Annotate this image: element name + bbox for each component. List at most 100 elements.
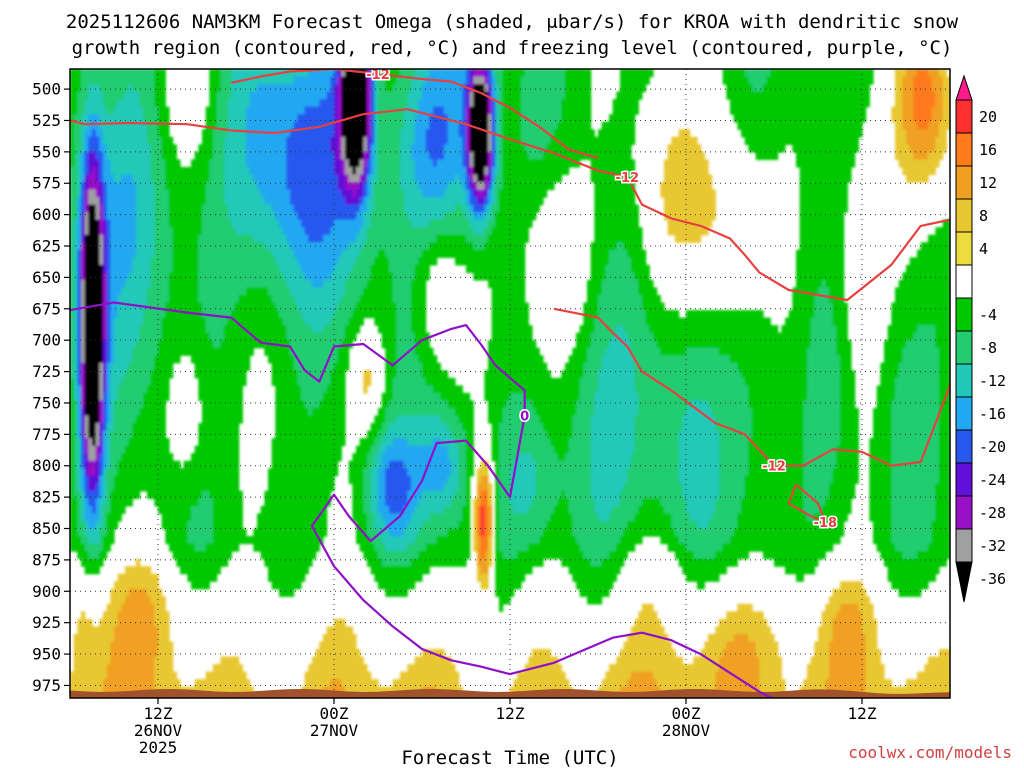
omega-cell (231, 355, 236, 364)
omega-cell (128, 603, 133, 612)
omega-cell (341, 84, 346, 93)
omega-cell (337, 325, 342, 334)
omega-cell (286, 528, 291, 537)
omega-cell (326, 407, 331, 417)
omega-cell (88, 91, 93, 100)
omega-cell (253, 76, 258, 85)
omega-cell (198, 490, 203, 499)
omega-cell (77, 370, 82, 379)
omega-cell (169, 181, 174, 191)
omega-cell (106, 144, 111, 153)
omega-cell (326, 151, 331, 160)
omega-cell (238, 99, 243, 108)
omega-cell (323, 144, 328, 153)
omega-cell (290, 189, 295, 198)
omega-cell (268, 234, 273, 243)
omega-cell (209, 355, 214, 364)
omega-cell (286, 505, 291, 515)
omega-cell (172, 483, 177, 492)
omega-cell (330, 189, 335, 198)
omega-cell (77, 242, 82, 251)
omega-cell (334, 392, 339, 402)
omega-cell (326, 340, 331, 349)
omega-cell (293, 144, 298, 153)
omega-cell (301, 520, 306, 530)
omega-cell (198, 294, 203, 304)
omega-cell (308, 227, 313, 236)
omega-cell (323, 174, 328, 183)
omega-cell (194, 151, 199, 160)
omega-cell (205, 400, 210, 409)
omega-cell (88, 347, 93, 356)
omega-cell (154, 99, 159, 108)
omega-cell (125, 370, 130, 379)
omega-cell (312, 536, 317, 545)
omega-cell (330, 355, 335, 364)
omega-cell (315, 370, 320, 379)
omega-cell (220, 453, 225, 462)
omega-cell (136, 453, 141, 462)
omega-cell (95, 317, 100, 326)
omega-cell (341, 242, 346, 251)
omega-cell (106, 294, 111, 304)
omega-cell (220, 317, 225, 326)
omega-cell (326, 189, 331, 198)
omega-cell (125, 181, 130, 191)
omega-cell (136, 377, 141, 386)
omega-cell (275, 423, 280, 432)
omega-cell (187, 498, 192, 507)
omega-cell (183, 181, 188, 191)
omega-cell (114, 588, 119, 597)
omega-cell (198, 287, 203, 296)
omega-cell (77, 392, 82, 402)
omega-cell (84, 498, 89, 507)
omega-cell (202, 159, 207, 168)
omega-cell (264, 536, 269, 545)
omega-cell (150, 400, 155, 409)
omega-cell (202, 340, 207, 349)
omega-cell (224, 355, 229, 364)
omega-cell (290, 445, 295, 454)
omega-cell (290, 377, 295, 386)
omega-cell (110, 204, 115, 213)
omega-cell (268, 279, 273, 289)
omega-cell (77, 460, 82, 469)
omega-cell (205, 151, 210, 160)
omega-cell (315, 234, 320, 243)
omega-cell (150, 144, 155, 153)
omega-cell (158, 317, 163, 326)
omega-cell (271, 551, 276, 560)
omega-cell (227, 475, 232, 484)
omega-cell (246, 159, 251, 168)
omega-cell (194, 370, 199, 379)
omega-cell (202, 332, 207, 341)
omega-cell (77, 400, 82, 409)
omega-cell (337, 114, 342, 123)
omega-cell (264, 558, 269, 567)
omega-cell (319, 84, 324, 93)
omega-cell (238, 294, 243, 304)
omega-cell (271, 362, 276, 371)
omega-cell (257, 166, 262, 176)
omega-cell (290, 106, 295, 115)
omega-cell (99, 287, 104, 296)
omega-cell (154, 407, 159, 417)
omega-cell (242, 528, 247, 537)
omega-cell (198, 460, 203, 469)
omega-cell (235, 490, 240, 499)
omega-cell (279, 581, 284, 590)
omega-cell (224, 174, 229, 183)
omega-cell (73, 686, 78, 695)
omega-cell (246, 287, 251, 296)
omega-cell (315, 679, 320, 688)
omega-cell (271, 498, 276, 507)
omega-cell (191, 249, 196, 258)
omega-cell (271, 159, 276, 168)
omega-cell (319, 189, 324, 198)
omega-cell (103, 166, 108, 176)
omega-cell (125, 423, 130, 432)
omega-cell (169, 310, 174, 319)
omega-cell (84, 438, 89, 447)
omega-cell (209, 204, 214, 213)
omega-cell (238, 536, 243, 545)
